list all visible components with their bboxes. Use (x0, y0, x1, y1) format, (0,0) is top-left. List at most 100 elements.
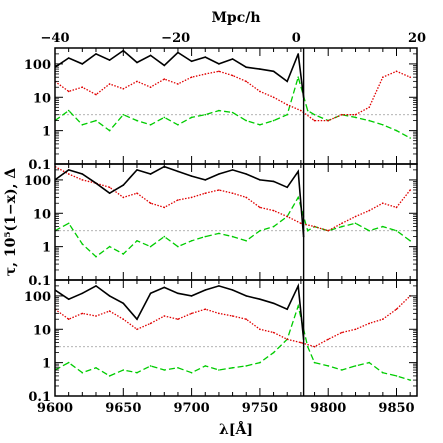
series-tau (55, 282, 305, 340)
point-overdensity (122, 253, 125, 255)
point-overdensity (81, 124, 84, 126)
point-tau (163, 286, 166, 289)
point-neutral_fraction (190, 196, 193, 199)
point-neutral_fraction (341, 113, 343, 116)
point-neutral_fraction (382, 318, 384, 321)
point-tau (231, 289, 234, 291)
series-neutral_fraction (55, 295, 411, 348)
y-tick-label: 0.1 (28, 390, 51, 405)
point-tau (297, 285, 300, 287)
point-tau (122, 302, 125, 305)
point-tau (245, 66, 247, 68)
point-neutral_fraction (108, 186, 111, 189)
point-overdensity (231, 111, 234, 114)
x-tick-label: 9750 (242, 401, 278, 416)
point-overdensity (122, 113, 125, 116)
point-neutral_fraction (382, 202, 384, 204)
point-overdensity (259, 124, 261, 126)
point-overdensity (297, 196, 300, 199)
point-neutral_fraction (67, 173, 70, 175)
point-overdensity (177, 124, 179, 126)
point-neutral_fraction (204, 73, 207, 75)
point-neutral_fraction (313, 119, 316, 122)
y-tick-label: 10 (33, 91, 51, 106)
point-tau (122, 184, 125, 186)
point-neutral_fraction (327, 229, 330, 232)
point-tau (286, 80, 289, 83)
point-tau (136, 169, 138, 171)
point-neutral_fraction (395, 308, 398, 311)
point-tau (297, 170, 300, 173)
series-overdensity (55, 195, 411, 258)
point-neutral_fraction (395, 206, 398, 209)
point-overdensity (67, 222, 70, 225)
point-neutral_fraction (81, 312, 84, 315)
point-neutral_fraction (177, 199, 179, 201)
y-tick-label: 1 (42, 357, 51, 372)
point-tau (190, 175, 193, 177)
point-tau (218, 173, 220, 175)
point-neutral_fraction (177, 318, 179, 321)
y-tick-label: 100 (24, 174, 51, 189)
panel-3: 0.1 1 10 100 (24, 279, 418, 405)
point-overdensity (95, 119, 97, 122)
point-neutral_fraction (300, 341, 302, 344)
point-neutral_fraction (354, 328, 357, 331)
point-tau (259, 68, 261, 70)
point-overdensity (218, 109, 220, 112)
point-overdensity (354, 222, 357, 225)
point-overdensity (122, 369, 125, 371)
point-tau (149, 292, 152, 295)
point-overdensity (67, 109, 70, 112)
point-neutral_fraction (81, 179, 84, 181)
point-overdensity (190, 116, 193, 119)
point-overdensity (313, 113, 316, 116)
point-neutral_fraction (67, 318, 70, 321)
point-tau (95, 182, 97, 184)
point-overdensity (149, 124, 152, 126)
point-neutral_fraction (149, 86, 152, 88)
top-tick-label: −20 (161, 31, 190, 46)
point-overdensity (306, 229, 309, 232)
point-overdensity (409, 379, 412, 381)
point-overdensity (204, 113, 207, 116)
point-tau (108, 295, 111, 297)
point-neutral_fraction (81, 86, 84, 88)
point-tau (286, 308, 289, 311)
point-neutral_fraction (136, 328, 138, 331)
point-tau (259, 298, 261, 301)
point-tau (81, 173, 84, 175)
series-neutral_fraction (55, 70, 411, 122)
point-neutral_fraction (218, 189, 220, 191)
point-neutral_fraction (204, 192, 207, 194)
x-tick-label: 9850 (378, 401, 414, 416)
series-tau (55, 165, 305, 237)
point-neutral_fraction (368, 106, 371, 109)
panel-plot-area (55, 282, 417, 381)
point-neutral_fraction (395, 70, 398, 73)
point-tau (67, 169, 70, 171)
point-neutral_fraction (272, 209, 275, 212)
panel-1: 0.1 1 10 100 (24, 47, 418, 173)
top-axis-title: Mpc/h (211, 10, 260, 26)
point-neutral_fraction (368, 322, 371, 325)
x-tick-label: 9800 (310, 401, 346, 416)
point-neutral_fraction (341, 331, 343, 334)
point-neutral_fraction (190, 76, 193, 78)
point-tau (177, 51, 179, 54)
x-tick-label: 9600 (37, 401, 73, 416)
point-tau (190, 60, 193, 63)
point-overdensity (108, 245, 111, 248)
point-overdensity (259, 229, 261, 232)
point-neutral_fraction (286, 215, 289, 218)
point-neutral_fraction (163, 315, 166, 317)
point-overdensity (136, 119, 138, 122)
point-neutral_fraction (95, 315, 97, 317)
y-tick-label: 100 (24, 58, 51, 73)
point-neutral_fraction (245, 196, 247, 199)
panel-frame (54, 47, 418, 165)
panel-frame (54, 279, 418, 397)
point-neutral_fraction (67, 90, 70, 93)
point-overdensity (149, 245, 152, 248)
